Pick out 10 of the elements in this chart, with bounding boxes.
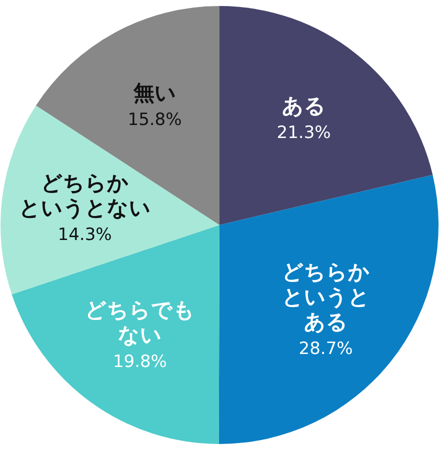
data-label: 19.8% xyxy=(112,352,167,372)
slice-label: ある xyxy=(282,94,326,118)
slice-label: どちらかというとある xyxy=(282,260,370,334)
data-label: 28.7% xyxy=(298,338,353,359)
data-label: 15.8% xyxy=(128,110,182,130)
slice-label: どちらでもない xyxy=(84,298,195,348)
data-label: 14.3% xyxy=(58,224,112,245)
slice-label: 無い xyxy=(132,81,176,106)
slice-label: どちらかというとない xyxy=(18,170,151,220)
data-label: 21.3% xyxy=(276,123,331,144)
